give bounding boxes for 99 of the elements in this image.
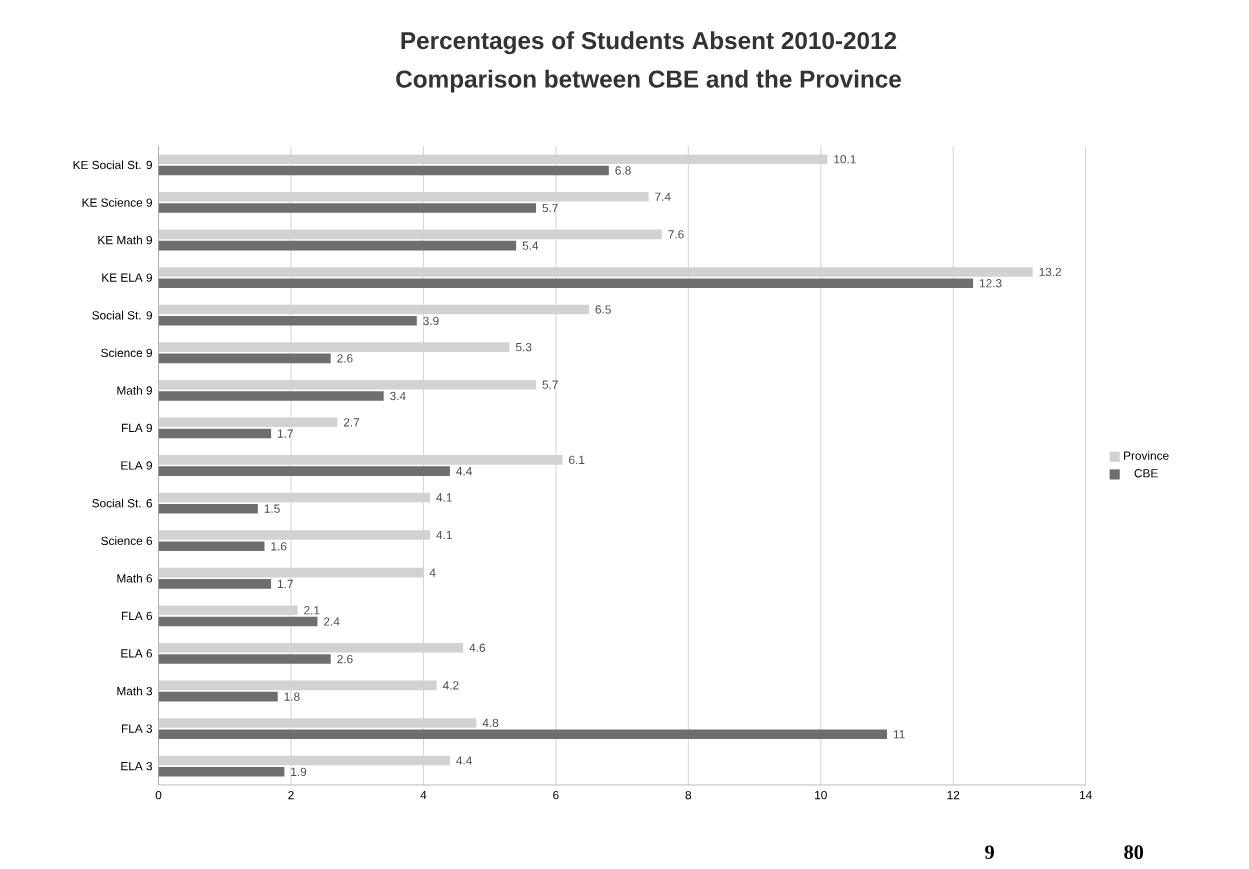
data-label: 5.3 (515, 342, 532, 352)
y-tick-label: Social St. 6 (92, 498, 153, 508)
data-label: 2.7 (343, 418, 360, 427)
bar (158, 503, 258, 514)
y-tick-label: FLA 6 (122, 611, 153, 621)
data-label: 1.6 (271, 542, 287, 551)
bar (158, 767, 285, 777)
data-label: 1.8 (284, 692, 300, 701)
data-label: 10.1 (834, 155, 856, 164)
legend-label: Province (1124, 451, 1169, 460)
y-tick-label: Science 6 (101, 536, 153, 545)
data-label: 5.4 (522, 241, 539, 250)
data-label: 2.1 (304, 606, 320, 615)
chart-title: Percentages of Students Absent 2010-2012 (401, 31, 897, 55)
data-label: 3.9 (423, 316, 439, 325)
x-tick-label: 2 (288, 790, 294, 800)
bar (158, 654, 331, 664)
bar (158, 267, 1033, 277)
bar (158, 203, 537, 213)
bar (158, 729, 887, 740)
bar (158, 466, 450, 476)
data-label: 7.6 (668, 230, 684, 239)
y-tick-label: KE Math 9 (98, 235, 152, 245)
data-label: 2.6 (337, 354, 353, 363)
bar (158, 605, 298, 615)
text: 9 (985, 845, 994, 859)
data-label: 7.4 (655, 192, 671, 201)
y-tick-label: KE Science 9 (82, 198, 152, 207)
bar (158, 492, 431, 503)
data-label: 1.5 (264, 504, 280, 513)
bar (158, 417, 338, 428)
data-label: 4.6 (469, 643, 486, 652)
bar (158, 541, 265, 552)
x-tick-label: 8 (685, 790, 692, 800)
legend-label: CBE (1134, 469, 1158, 478)
bar (158, 642, 464, 653)
bar (158, 165, 609, 176)
y-tick-label: Math 3 (117, 686, 153, 696)
y-tick-label: ELA 6 (121, 649, 153, 658)
y-tick-label: Social St. 9 (92, 310, 152, 320)
y-tick-label: Math 6 (117, 573, 153, 583)
data-label: 3.4 (390, 391, 406, 401)
data-label: 5.7 (542, 380, 558, 389)
y-tick-label: ELA 9 (121, 461, 152, 470)
bar (158, 316, 417, 326)
data-label: 4 (429, 568, 436, 577)
data-label: 6.8 (615, 166, 631, 175)
data-label: 1.9 (291, 767, 307, 776)
x-tick-label: 12 (947, 790, 960, 800)
data-label: 4.1 (436, 530, 452, 540)
bar (158, 616, 318, 627)
bar (158, 718, 477, 728)
data-label: 11 (893, 730, 905, 739)
bar (158, 428, 272, 439)
bar (158, 353, 331, 364)
bar (158, 530, 431, 540)
bar (158, 567, 424, 578)
bar (158, 229, 662, 240)
bar (158, 391, 384, 401)
bar (158, 691, 278, 702)
data-label: 4.4 (456, 467, 472, 476)
x-tick-label: 4 (420, 790, 427, 800)
bar (158, 191, 649, 202)
data-label: 2.6 (337, 654, 353, 664)
bar (158, 579, 272, 589)
y-tick-label: FLA 3 (122, 724, 153, 733)
y-tick-label: KE ELA 9 (102, 273, 152, 282)
bar (158, 755, 450, 766)
data-label: 4.1 (436, 493, 452, 502)
bar (158, 154, 828, 164)
text: 80 (1124, 845, 1144, 860)
data-label: 4.8 (482, 718, 499, 728)
y-tick-label: ELA 3 (121, 762, 153, 771)
data-label: 2.4 (324, 617, 340, 626)
bar (158, 680, 437, 691)
data-label: 13.2 (1039, 267, 1062, 277)
bar (158, 455, 563, 465)
y-tick-label: Math 9 (117, 386, 152, 395)
data-label: 6.1 (569, 455, 585, 465)
bar (158, 304, 589, 315)
data-label: 6.5 (595, 305, 611, 314)
bar (158, 278, 974, 289)
data-label: 5.7 (542, 203, 558, 213)
chart-subtitle: Comparison between CBE and the Province (396, 69, 901, 93)
bar (158, 342, 510, 352)
data-label: 4.2 (442, 681, 459, 690)
y-tick-label: Science 9 (101, 348, 152, 358)
bar (158, 379, 537, 390)
data-label: 4.4 (456, 756, 472, 765)
data-label: 1.7 (277, 579, 293, 588)
y-tick-label: KE Social St. 9 (73, 160, 152, 170)
x-tick-label: 10 (815, 790, 827, 800)
y-tick-label: FLA 9 (122, 423, 152, 433)
x-tick-label: 0 (155, 790, 162, 800)
bar (158, 240, 517, 251)
data-label: 12.3 (979, 279, 1002, 288)
x-tick-label: 14 (1080, 790, 1092, 800)
x-tick-label: 6 (553, 790, 559, 800)
data-label: 1.7 (277, 429, 293, 438)
